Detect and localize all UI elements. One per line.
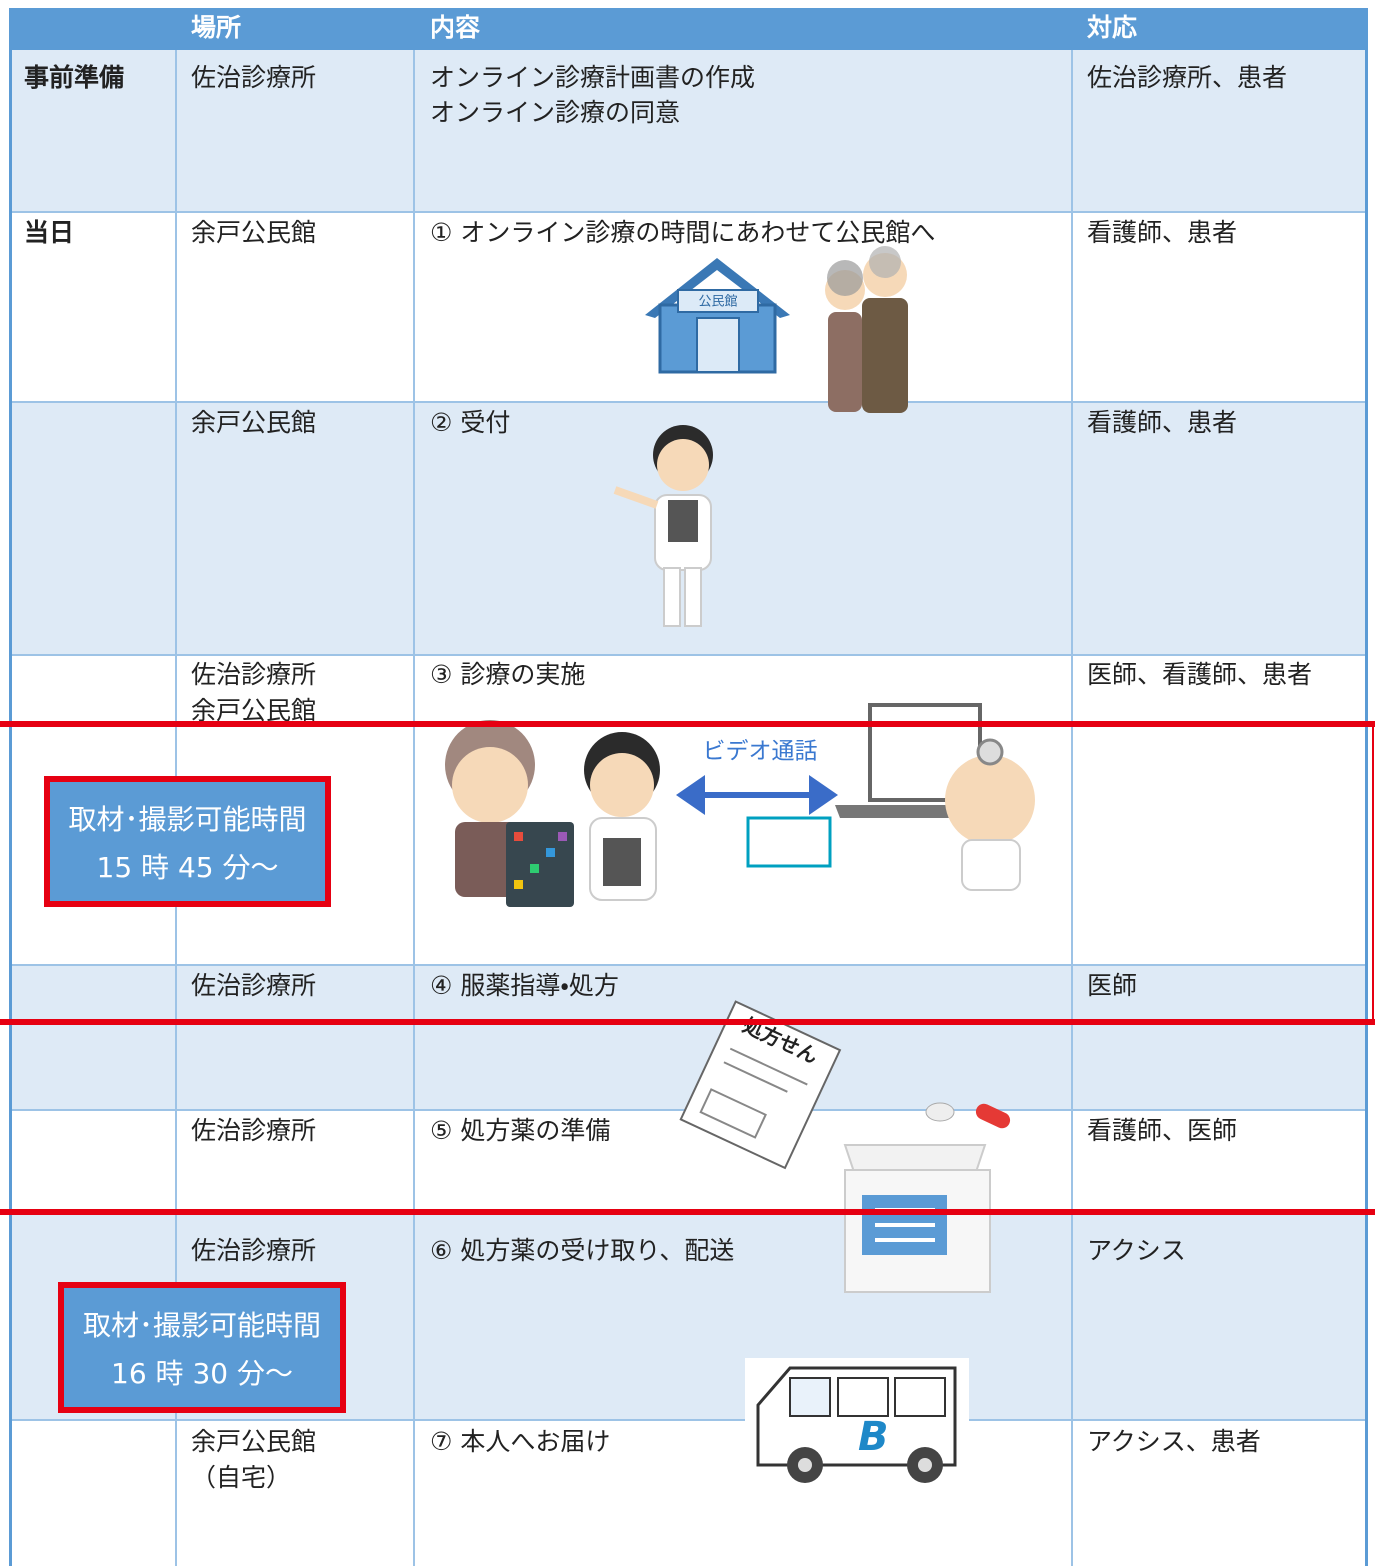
place: 余戸公民館 (191, 1427, 317, 1456)
column-border (1071, 50, 1073, 1566)
place: 佐治診療所 (191, 660, 317, 689)
content: ④ 服薬指導・処方 (430, 971, 619, 1000)
staff: 看護師、患者 (1087, 218, 1238, 247)
row-label: 当日 (24, 218, 75, 247)
header-cell: 対応 (1087, 13, 1138, 42)
header-cell: 場所 (191, 13, 242, 42)
highlight-line (0, 1209, 1375, 1215)
table-edge (9, 8, 12, 1566)
staff: 医師 (1087, 971, 1138, 1000)
staff: 佐治診療所、患者 (1087, 63, 1288, 92)
medicine-bag (843, 1102, 1011, 1293)
row-band (10, 1020, 1366, 1110)
nurse (613, 425, 713, 627)
delivery-van: B (745, 1358, 969, 1484)
row-border (10, 964, 1366, 966)
notice-time: 15 時 45 分～ (96, 851, 279, 884)
notice-time: 16 時 30 分～ (111, 1357, 293, 1390)
elderly-couple (825, 246, 908, 413)
staff: 医師、看護師、患者 (1087, 660, 1313, 689)
place: 佐治診療所 (191, 63, 317, 92)
content: ⑦ 本人へお届け (430, 1427, 611, 1456)
row-border (10, 401, 1366, 403)
staff: 看護師、患者 (1087, 408, 1238, 437)
place: 佐治診療所 (191, 971, 317, 1000)
building-illustration: 公民館 (645, 258, 790, 374)
content: ① オンライン診療の時間にあわせて公民館へ (430, 218, 936, 247)
row-band (10, 965, 1366, 1020)
place: （自宅） (191, 1463, 292, 1492)
place: 佐治診療所 (191, 1236, 317, 1265)
content: ③ 診療の実施 (430, 660, 586, 689)
row-border (10, 654, 1366, 656)
content: ⑥ 処方薬の受け取り、配送 (430, 1236, 735, 1265)
content: オンライン診療の同意 (430, 98, 681, 127)
header-band (10, 8, 1366, 50)
place: 余戸公民館 (191, 408, 317, 437)
staff: アクシス (1087, 1236, 1186, 1265)
place: 余戸公民館 (191, 696, 317, 725)
staff: 看護師、医師 (1087, 1116, 1238, 1145)
place: 余戸公民館 (191, 218, 317, 247)
table-edge (1365, 8, 1368, 1566)
row-border (10, 1419, 1366, 1421)
row-band (10, 50, 1366, 212)
highlight-line (0, 1019, 1375, 1025)
video-call-label: ビデオ通話 (703, 739, 818, 765)
notice-box: 取材･撮影可能時間 15 時 45 分～ (44, 776, 331, 907)
row-band (10, 1420, 1366, 1566)
row-border (10, 211, 1366, 213)
content: ② 受付 (430, 408, 511, 437)
content: オンライン診療計画書の作成 (430, 63, 756, 92)
row-label: 事前準備 (24, 63, 125, 92)
notice-title: 取材･撮影可能時間 (68, 803, 307, 836)
header-cell: 内容 (430, 13, 481, 42)
column-border (413, 50, 415, 1566)
notice-box: 取材･撮影可能時間 16 時 30 分～ (58, 1282, 346, 1413)
building-sign: 公民館 (698, 295, 737, 310)
highlight-line (1372, 724, 1374, 1022)
staff: アクシス、患者 (1087, 1427, 1261, 1456)
content: ⑤ 処方薬の準備 (430, 1116, 611, 1145)
notice-title: 取材･撮影可能時間 (82, 1309, 321, 1342)
place: 佐治診療所 (191, 1116, 317, 1145)
highlight-line (0, 721, 1375, 727)
row-band (10, 1110, 1366, 1210)
video-call-illustration: ビデオ通話 (445, 703, 1035, 907)
prescription-illustration: 処方せん (679, 1000, 842, 1170)
van-logo: B (858, 1414, 889, 1460)
